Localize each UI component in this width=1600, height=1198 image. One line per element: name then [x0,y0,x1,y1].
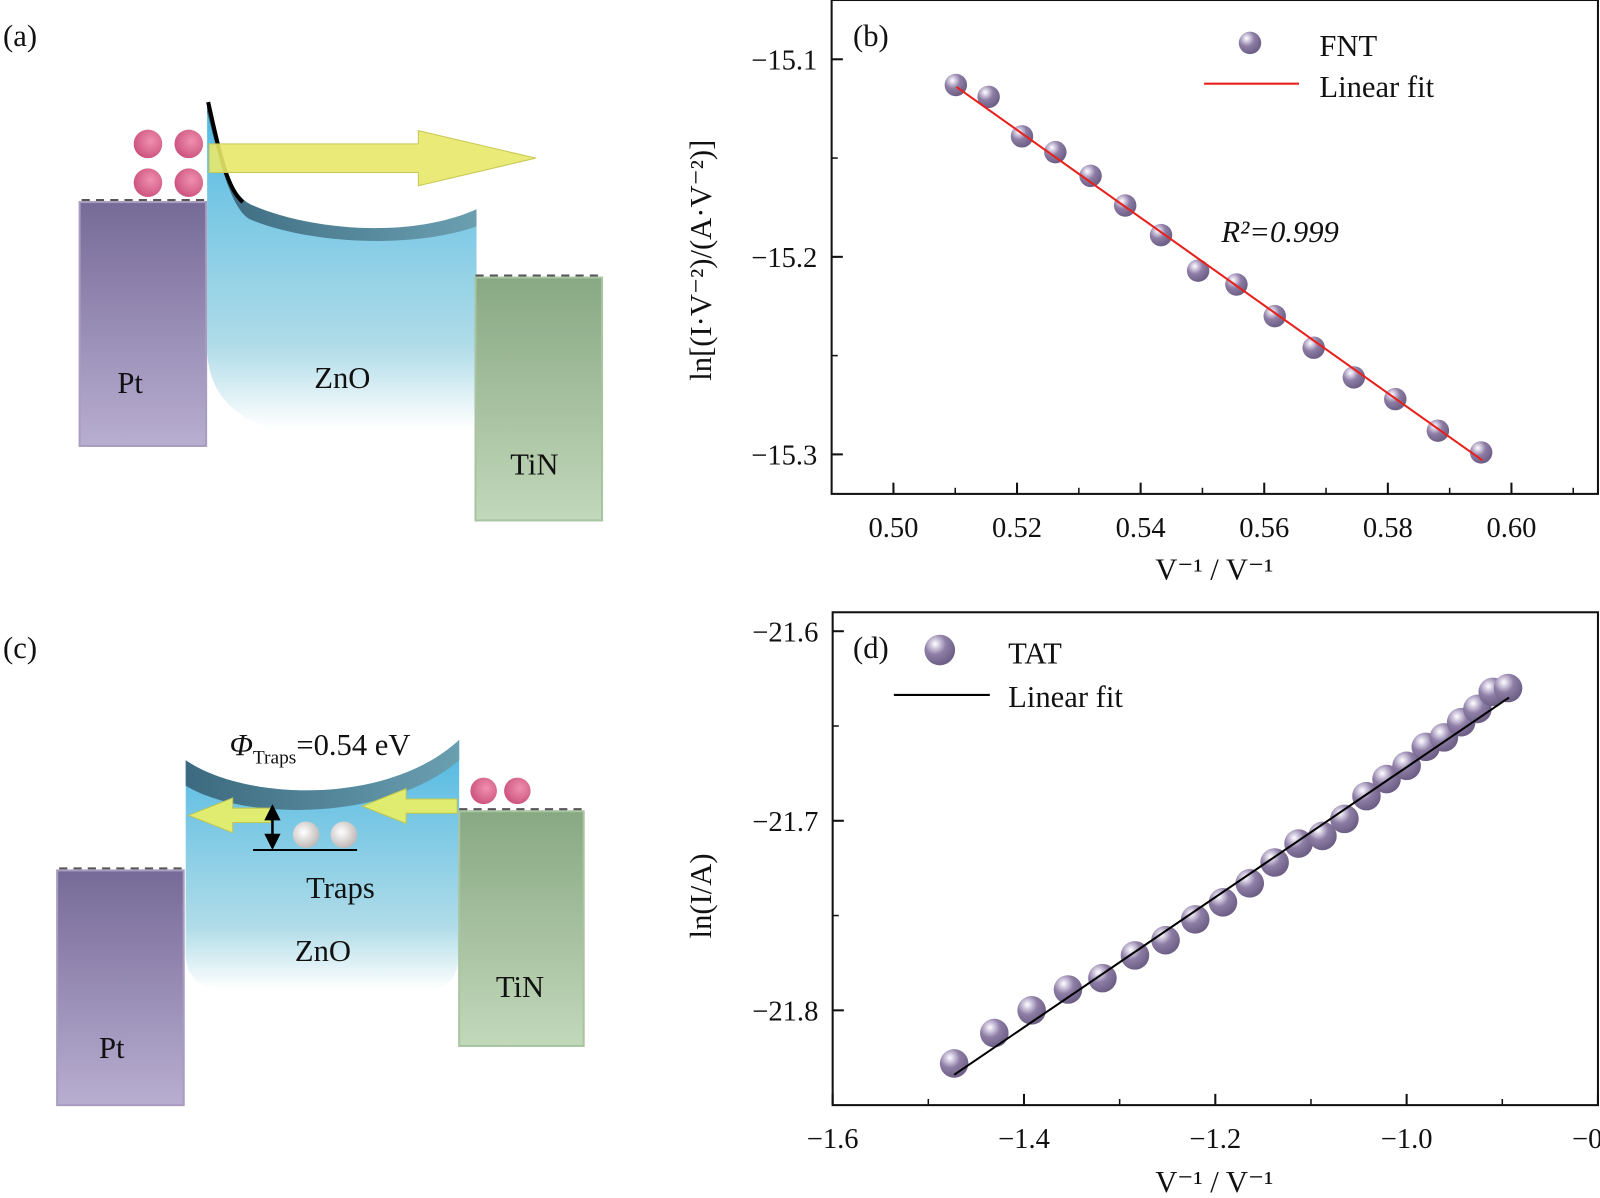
legend-marker-tat [924,634,956,666]
legend-label-tat: TAT [1008,636,1062,670]
panel-c-band-diagram: (c) ΦTraps=0.54 eV Traps ZnO TiN Pt [3,631,586,1107]
x-tick-label: 0.52 [992,513,1042,544]
pt-label: Pt [99,1031,125,1065]
zno-label: ZnO [295,934,351,968]
traps-label: Traps [306,871,375,905]
electron [133,129,163,159]
legend-label-fnt: FNT [1319,29,1377,63]
data-point [977,85,1000,109]
conduction-band-edge [207,102,477,241]
x-tick-label: −0.8 [1572,1124,1600,1155]
chart-d-marks [939,673,1523,1078]
trapped-electron [292,821,320,848]
x-tick-label: −1.4 [998,1124,1050,1155]
chart-d-ticks: −1.6 −1.4 −1.2 −1.0 −0.8 −21.6 −21.7 −21.8 [752,617,1600,1155]
linear-fit-line [953,696,1510,1076]
data-point [939,1049,969,1078]
tin-label: TiN [496,970,544,1004]
panel-a-band-diagram: (a) Pt ZnO TiN [3,19,605,522]
data-point [1151,925,1180,955]
panel-d-label: (d) [853,631,889,665]
tin-electrode [474,276,604,522]
x-tick-label: 0.56 [1239,513,1289,544]
chart-d-xlabel: V⁻¹ / V⁻¹ [1155,1165,1273,1198]
y-tick-label: −15.1 [751,45,817,76]
panel-b-label: (b) [853,19,889,53]
pt-label: Pt [117,366,143,400]
data-point [1149,223,1173,247]
trapped-electron [330,821,358,848]
barrier-double-arrow-icon [264,804,281,851]
y-tick-label: −21.7 [752,807,818,838]
data-point [1088,963,1117,993]
data-point [1235,869,1265,898]
chart-d-ylabel: ln(I/A) [684,853,718,938]
pt-electrode [56,869,185,1107]
data-point [1053,975,1083,1004]
y-tick-label: −15.3 [751,441,817,472]
legend-label-fit: Linear fit [1319,70,1434,104]
data-point [1208,888,1238,917]
tin-label: TiN [510,448,558,482]
data-point [1186,259,1210,282]
zno-conduction-region [207,102,477,429]
x-tick-label: −1.2 [1189,1124,1241,1155]
conduction-band-edge [185,739,460,810]
chart-d-tat: (d) −1.6−1.4−1.2−1.0−0.8−21.6−21.7−21.8 … [684,611,1600,1198]
data-point [1044,140,1067,164]
x-tick-label: −1.6 [807,1124,859,1155]
y-tick-label: −15.2 [751,243,817,274]
chart-b-ticks: 0.50 0.52 0.54 0.56 0.58 0.60 −15.1 −15.2 −15.3 [751,45,1575,544]
chart-b-frame [830,0,1599,495]
chart-b-ylabel: ln[(I·V⁻²)/(A·V⁻²)] [684,140,718,381]
tin-electrode [458,810,585,1047]
legend-marker-fnt [1238,31,1262,55]
data-point [1493,673,1523,703]
pt-electrode [78,201,208,447]
chart-b-marks [944,73,1493,464]
electron [133,168,163,197]
data-point [1342,366,1366,389]
data-point [980,1018,1009,1048]
data-point [1263,304,1286,328]
trap-barrier-label: ΦTraps=0.54 eV [230,728,411,768]
electron [470,777,497,805]
panel-a-label: (a) [3,19,37,53]
data-point [1010,125,1034,148]
data-point [1302,336,1325,359]
chart-d-frame [831,611,1599,1107]
y-tick-label: −21.8 [752,997,818,1028]
legend-label-fit: Linear fit [1008,680,1123,714]
x-tick-label: 0.58 [1363,513,1413,544]
chart-b-fnt: (b) 0.50 0.52 0.54 0.56 0.58 0.60 −15.1 −15.2 −1… [684,0,1599,587]
x-tick-label: −1.0 [1381,1124,1433,1155]
panel-c-label: (c) [3,631,37,665]
data-point [1260,848,1289,877]
chart-b-xlabel: V⁻¹ / V⁻¹ [1155,553,1273,587]
hopping-arrow-right [360,788,458,825]
x-tick-label: 0.54 [1116,513,1166,544]
electron [174,129,204,159]
electron [174,168,204,197]
hopping-arrow-left [187,797,271,834]
linear-fit-line [955,86,1483,462]
data-point [1079,164,1102,188]
tunneling-arrow [208,129,536,187]
zno-label: ZnO [314,361,370,395]
electron [504,777,531,805]
r-squared-annotation: R²=0.999 [1220,215,1338,249]
x-tick-label: 0.60 [1486,513,1536,544]
data-point [1017,996,1046,1025]
y-tick-label: −21.6 [752,617,818,648]
data-point [1469,441,1493,464]
data-point [1330,804,1359,834]
data-point [1180,905,1210,934]
x-tick-label: 0.50 [868,513,918,544]
